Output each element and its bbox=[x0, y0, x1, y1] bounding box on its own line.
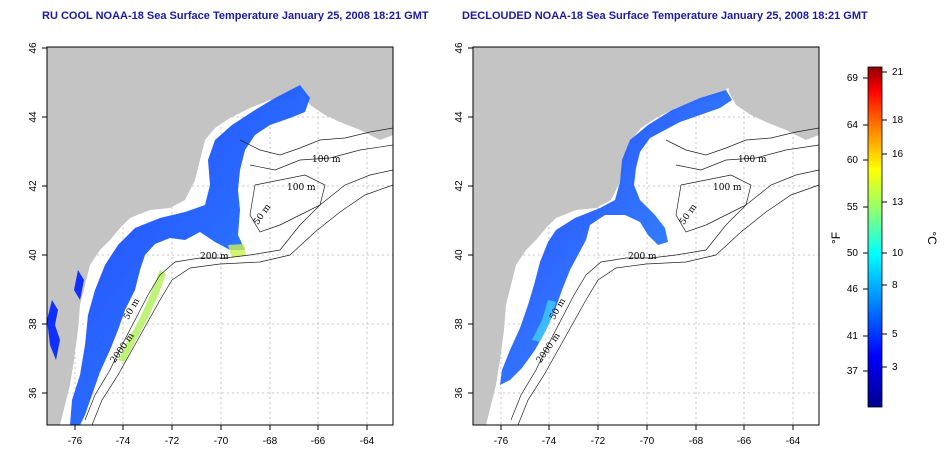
colorbar-c-tick: 16 bbox=[892, 149, 904, 160]
left-y-tick-label: 36 bbox=[28, 387, 39, 399]
left-x-tick-label: -74 bbox=[116, 436, 131, 447]
left-y-tick-label: 44 bbox=[28, 111, 39, 123]
colorbar-c-tick: 3 bbox=[892, 362, 898, 373]
right-x-tick-label: -72 bbox=[591, 436, 606, 447]
right-frame bbox=[472, 46, 820, 426]
left-x-tick-label: -66 bbox=[311, 436, 326, 447]
right-map-panel: 100 m 100 m 50 m 200 m 50 m 2000 m -76 -… bbox=[454, 42, 820, 447]
left-warm-patch bbox=[228, 244, 246, 258]
right-y-tick-label: 44 bbox=[454, 111, 465, 123]
left-contour-label-2: 100 m bbox=[287, 183, 316, 193]
colorbar-unit-f: °F bbox=[829, 232, 843, 244]
left-x-tick-label: -68 bbox=[263, 436, 278, 447]
right-canada-land bbox=[726, 60, 819, 140]
left-frame bbox=[46, 46, 394, 426]
colorbar-c-tick: 13 bbox=[892, 197, 904, 208]
left-contour-label-1: 100 m bbox=[312, 155, 341, 165]
colorbar-f-tick: 69 bbox=[847, 73, 859, 84]
right-light-patch bbox=[532, 300, 556, 342]
colorbar-unit-c: °C bbox=[925, 231, 939, 245]
right-contour-label-4: 200 m bbox=[628, 252, 657, 262]
right-x-tick-label: -68 bbox=[689, 436, 704, 447]
left-y-tick-label: 40 bbox=[28, 249, 39, 261]
left-warm-band bbox=[118, 270, 166, 362]
left-x-tick-label: -72 bbox=[165, 436, 180, 447]
right-y-tick-label: 46 bbox=[454, 42, 465, 54]
right-contour-label-1: 100 m bbox=[738, 155, 767, 165]
colorbar-f-tick: 41 bbox=[847, 331, 859, 342]
right-land bbox=[473, 47, 819, 425]
temperature-colorbar: 69 64 60 55 50 46 41 37 21 18 16 13 10 8… bbox=[829, 66, 939, 408]
left-x-tick-marks bbox=[42, 47, 368, 430]
colorbar-f-tick: 64 bbox=[847, 120, 859, 131]
right-x-tick-label: -64 bbox=[786, 436, 801, 447]
left-contour-label-4: 200 m bbox=[200, 252, 229, 262]
left-map-panel: 100 m 100 m 50 m 200 m 50 m 2000 m -76 -… bbox=[28, 42, 394, 447]
right-grid bbox=[473, 47, 819, 425]
colorbar-tick-marks bbox=[863, 71, 887, 372]
right-x-tick-marks bbox=[468, 47, 794, 430]
right-contours bbox=[510, 127, 820, 426]
right-y-tick-label: 40 bbox=[454, 249, 465, 261]
right-contour-label-2: 100 m bbox=[713, 183, 742, 193]
left-x-tick-label: -64 bbox=[360, 436, 375, 447]
colorbar-c-tick: 8 bbox=[892, 280, 898, 291]
colorbar-f-tick: 60 bbox=[847, 155, 859, 166]
right-y-tick-label: 36 bbox=[454, 387, 465, 399]
colorbar-f-tick: 46 bbox=[847, 284, 859, 295]
right-y-tick-label: 38 bbox=[454, 318, 465, 330]
left-inland-water bbox=[74, 270, 84, 300]
right-y-tick-label: 42 bbox=[454, 180, 465, 192]
colorbar-f-tick: 55 bbox=[847, 202, 859, 213]
colorbar-c-tick: 21 bbox=[892, 67, 904, 78]
left-grid bbox=[47, 47, 393, 425]
left-canada-land bbox=[300, 60, 393, 140]
right-sst-swath bbox=[500, 90, 732, 385]
left-y-tick-label: 42 bbox=[28, 180, 39, 192]
colorbar-c-tick: 18 bbox=[892, 115, 904, 126]
right-x-tick-label: -66 bbox=[737, 436, 752, 447]
right-x-tick-label: -70 bbox=[640, 436, 655, 447]
left-y-tick-label: 38 bbox=[28, 318, 39, 330]
left-panel-title: RU COOL NOAA-18 Sea Surface Temperature … bbox=[42, 10, 429, 22]
colorbar-f-tick: 50 bbox=[847, 248, 859, 259]
left-chesapeake bbox=[47, 300, 60, 360]
right-x-tick-label: -74 bbox=[542, 436, 557, 447]
left-contours bbox=[84, 127, 394, 426]
colorbar-c-tick: 10 bbox=[892, 248, 904, 259]
right-panel-title: DECLOUDED NOAA-18 Sea Surface Temperatur… bbox=[462, 10, 868, 22]
colorbar-f-tick: 37 bbox=[847, 366, 859, 377]
right-x-tick-label: -76 bbox=[494, 436, 509, 447]
colorbar-gradient bbox=[867, 66, 883, 408]
left-land bbox=[47, 47, 393, 425]
colorbar-c-tick: 5 bbox=[892, 329, 898, 340]
left-x-tick-label: -76 bbox=[68, 436, 83, 447]
left-x-tick-label: -70 bbox=[214, 436, 229, 447]
left-sst-swath bbox=[70, 85, 310, 425]
left-y-tick-label: 46 bbox=[28, 42, 39, 54]
